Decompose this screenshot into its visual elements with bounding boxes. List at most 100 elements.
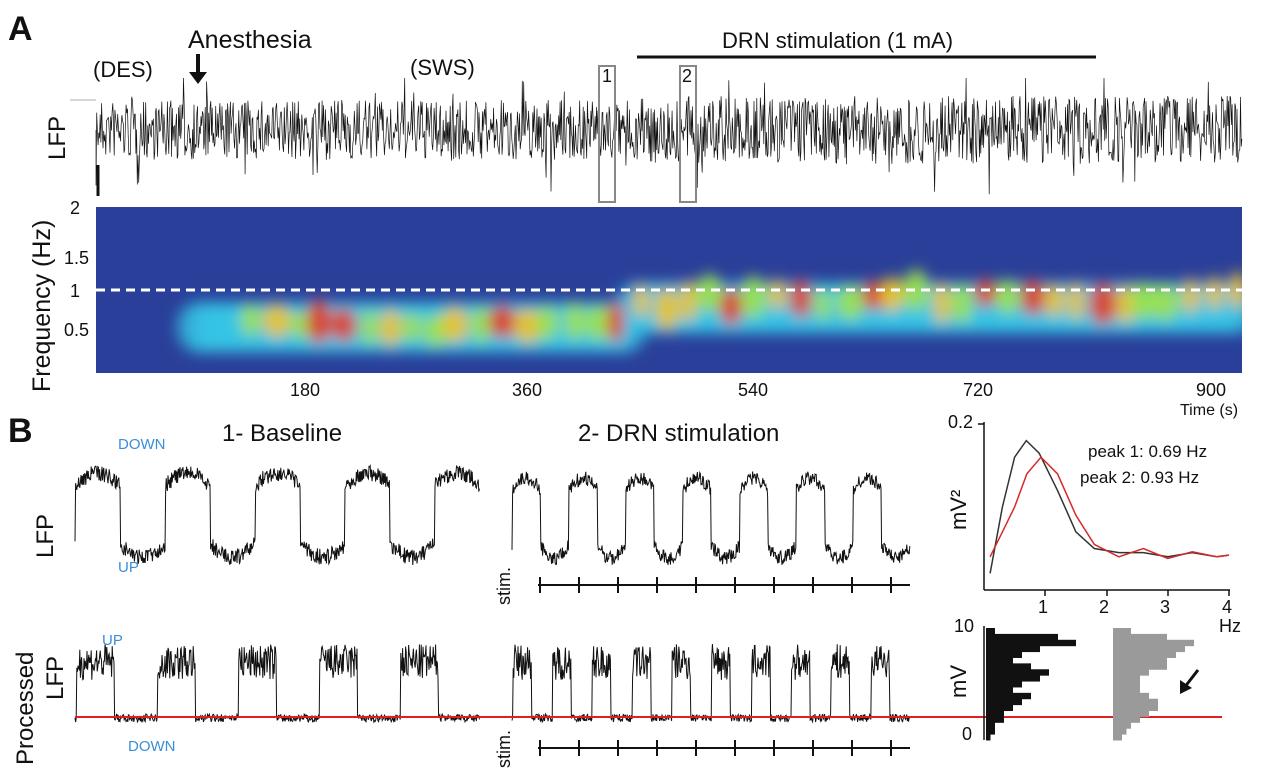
histogram-bar xyxy=(986,728,995,735)
spec-hotspot xyxy=(331,307,357,343)
x-tick-540: 540 xyxy=(738,380,769,400)
spec-hotspot xyxy=(1228,271,1242,310)
spec-hotspot xyxy=(1151,282,1180,321)
spec-hotspot xyxy=(290,310,311,339)
baseline-processed-trace xyxy=(74,644,480,724)
spec-hotspot xyxy=(995,279,1020,315)
spec-hotspot xyxy=(974,278,997,307)
spec-hotspot xyxy=(423,313,448,348)
b-lfp-label: LFP xyxy=(32,513,59,558)
spectrum-x-tick-4: 4 xyxy=(1222,597,1233,617)
histogram-bar xyxy=(986,710,1004,717)
drn-title: 2- DRN stimulation xyxy=(578,420,780,447)
hist-y-tick-10: 10 xyxy=(954,616,975,636)
spec-hotspot xyxy=(513,307,541,344)
anesthesia-label: Anesthesia xyxy=(188,26,312,54)
histogram-bar xyxy=(1113,628,1131,635)
drn-lfp-trace xyxy=(511,470,911,566)
spec-hotspot xyxy=(680,280,697,323)
spectrum-x-tick-2: 2 xyxy=(1099,597,1110,617)
stim-label-top: stim. xyxy=(494,567,514,605)
spec-hotspot xyxy=(862,280,885,311)
spectrogram xyxy=(96,207,1242,373)
baseline-lfp-trace xyxy=(74,463,480,566)
hist-y-tick-0: 0 xyxy=(962,724,973,744)
down-label-bottom: DOWN xyxy=(128,738,176,755)
spec-hotspot xyxy=(880,276,904,313)
spectrum-axes xyxy=(978,422,1230,596)
histogram-bar xyxy=(986,675,1040,682)
window-box-1 xyxy=(598,65,616,203)
x-tick-720: 720 xyxy=(963,380,994,400)
histogram-bar xyxy=(1113,728,1127,735)
histogram-bar xyxy=(1113,722,1131,729)
spec-hotspot xyxy=(564,301,585,341)
y-tick-1-5: 1.5 xyxy=(64,248,90,268)
histogram-bar xyxy=(1113,651,1176,658)
spec-hotspot xyxy=(585,304,612,341)
x-tick-180: 180 xyxy=(290,380,321,400)
histogram-bar xyxy=(986,663,1031,670)
spec-hotspot xyxy=(933,281,950,325)
histogram-bar xyxy=(986,704,1013,712)
x-tick-900: 900 xyxy=(1196,380,1227,400)
spec-hotspot xyxy=(360,308,378,346)
histogram-bar xyxy=(1113,645,1185,653)
y-tick-0-5: 0.5 xyxy=(64,320,90,340)
spec-hotspot xyxy=(402,311,422,343)
spec-hotspot xyxy=(306,299,332,344)
histogram-bar xyxy=(1113,698,1158,706)
spec-hotspot xyxy=(1182,278,1200,314)
spec-hotspot xyxy=(488,305,516,339)
spec-hotspot xyxy=(789,279,812,318)
spec-hotspot xyxy=(769,278,786,310)
histogram-bar xyxy=(986,657,1013,664)
spec-hotspot xyxy=(1116,283,1135,325)
histogram-bar xyxy=(986,734,991,741)
drn-lfp-path xyxy=(511,470,911,566)
histogram-bar xyxy=(986,669,1049,676)
lfp-trace xyxy=(95,77,1243,195)
spec-hotspot xyxy=(902,269,930,312)
drn-processed-trace xyxy=(511,643,911,724)
spec-hotspot xyxy=(696,274,723,313)
spectrum-x-tick-1: 1 xyxy=(1038,597,1049,617)
window-box-2 xyxy=(679,65,697,203)
spec-hotspot xyxy=(632,284,649,318)
spec-hotspot xyxy=(719,288,743,326)
up-label-bottom: UP xyxy=(102,632,123,649)
spec-hotspot xyxy=(654,287,679,331)
processed-lfp-label: LFP xyxy=(42,655,69,700)
histogram-bar xyxy=(1113,686,1140,694)
spectrum-ylabel: mV² xyxy=(946,489,971,530)
spec-hotspot xyxy=(240,303,261,336)
spectrum-x-unit: Hz xyxy=(1219,616,1241,636)
spec-hotspot xyxy=(950,282,973,324)
histogram-bar xyxy=(986,651,1022,658)
histogram-bar xyxy=(1113,663,1167,670)
histogram-drn xyxy=(1113,628,1194,741)
histogram-bar xyxy=(1113,675,1140,682)
histogram-bar xyxy=(986,645,1040,653)
spec-hotspot xyxy=(442,306,469,343)
spec-hotspot xyxy=(1067,281,1085,321)
y-tick-1: 1 xyxy=(70,281,81,301)
lfp-trace-path xyxy=(95,77,1243,195)
spec-hotspot xyxy=(607,301,624,343)
des-label: (DES) xyxy=(93,57,153,82)
histogram-bar xyxy=(986,628,995,635)
spec-hotspot xyxy=(379,309,402,347)
baseline-processed-path xyxy=(74,644,480,724)
stim-markers-bottom xyxy=(538,740,910,756)
box2-label: 2 xyxy=(682,66,693,86)
histogram-bar xyxy=(986,716,1004,723)
histogram-bar xyxy=(1113,692,1149,700)
histogram-bar xyxy=(986,698,1022,706)
histogram-bar xyxy=(986,692,1031,700)
spec-hotspot xyxy=(740,276,767,319)
spec-hotspot xyxy=(1089,282,1117,326)
histogram-bar xyxy=(1113,657,1167,664)
y-tick-2: 2 xyxy=(70,198,81,218)
spec-hotspot xyxy=(470,305,491,344)
histogram-bar xyxy=(1113,710,1149,717)
